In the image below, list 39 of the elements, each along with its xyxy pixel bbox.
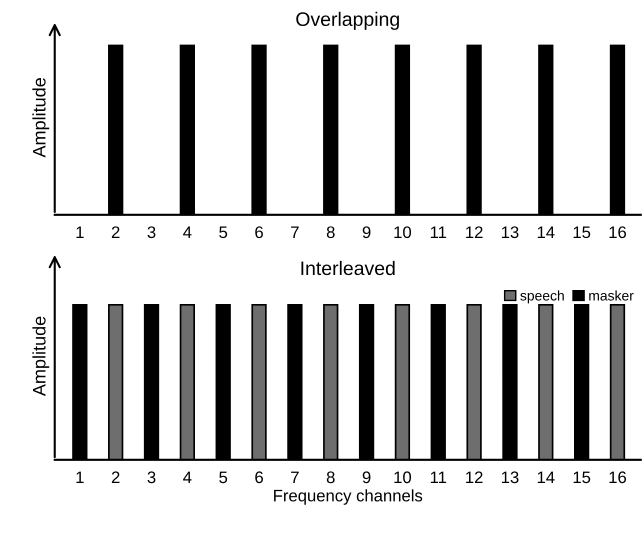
x-tick-label: 14 <box>538 472 555 484</box>
x-tick-label: 8 <box>326 226 335 238</box>
x-tick-label: 12 <box>466 471 483 484</box>
x-tick-label: 6 <box>255 471 263 484</box>
x-tick-label: 1 <box>76 226 84 238</box>
x-tick-label: 15 <box>574 472 590 484</box>
x-tick-label: 15 <box>574 226 590 238</box>
x-tick-label: 9 <box>362 471 370 484</box>
x-tick-label: 4 <box>183 472 192 484</box>
x-tick-label: 13 <box>502 226 518 238</box>
x-tick-label: 3 <box>148 471 156 484</box>
legend-label: speech <box>520 290 564 304</box>
x-tick-label: 6 <box>255 226 263 238</box>
x-tick-label: 4 <box>183 226 192 238</box>
x-tick-label: 10 <box>394 226 412 238</box>
x-tick-label: 16 <box>609 226 626 238</box>
x-axis-title: Frequency channels <box>274 489 422 505</box>
legend-label: masker <box>589 290 634 301</box>
y-axis-title: Amplitude <box>32 316 50 396</box>
x-tick-label: 7 <box>291 472 299 484</box>
x-tick-label: 10 <box>394 471 412 484</box>
x-tick-label: 2 <box>112 471 120 484</box>
chart-title: Interleaved <box>301 260 395 276</box>
x-tick-label: 11 <box>430 226 446 238</box>
y-axis-title: Amplitude <box>32 78 50 158</box>
x-tick-label: 8 <box>326 471 335 484</box>
x-tick-label: 1 <box>76 472 84 484</box>
x-tick-label: 11 <box>430 472 446 484</box>
x-tick-label: 3 <box>148 226 156 238</box>
x-tick-label: 13 <box>502 471 518 484</box>
x-tick-label: 7 <box>291 226 299 238</box>
chart-title: Overlapping <box>296 12 399 30</box>
x-tick-label: 9 <box>362 226 370 238</box>
x-tick-label: 5 <box>219 472 228 484</box>
x-tick-label: 14 <box>538 226 555 238</box>
x-tick-label: 12 <box>466 226 483 238</box>
x-tick-label: 2 <box>112 226 120 238</box>
x-tick-label: 16 <box>609 471 626 484</box>
x-tick-label: 5 <box>219 226 228 238</box>
